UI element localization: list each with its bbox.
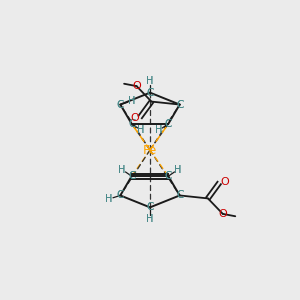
Text: Fe: Fe: [143, 143, 157, 157]
Text: C: C: [117, 190, 124, 200]
Text: H: H: [146, 76, 154, 86]
Text: H: H: [118, 165, 126, 175]
Text: C: C: [146, 202, 154, 212]
Text: C: C: [146, 88, 154, 98]
Text: C: C: [165, 171, 172, 181]
Text: O: O: [220, 177, 229, 187]
Text: C: C: [128, 171, 135, 181]
Text: H: H: [146, 214, 154, 224]
Text: C: C: [176, 100, 183, 110]
Text: C: C: [146, 88, 154, 98]
Text: H: H: [146, 76, 154, 86]
Text: C: C: [117, 100, 124, 110]
Text: H: H: [137, 125, 145, 135]
Text: C: C: [117, 100, 124, 110]
Text: C: C: [165, 119, 172, 129]
Text: O: O: [130, 113, 139, 123]
Text: C: C: [117, 190, 124, 200]
Text: O: O: [132, 81, 141, 91]
Text: H: H: [155, 125, 163, 135]
Text: C: C: [128, 171, 135, 181]
Text: H: H: [155, 125, 163, 135]
Text: O: O: [219, 209, 227, 219]
Text: C: C: [176, 100, 183, 110]
Text: C: C: [176, 190, 183, 200]
Text: C: C: [146, 202, 154, 212]
Text: H: H: [128, 96, 135, 106]
Text: C: C: [165, 171, 172, 181]
Text: H: H: [105, 194, 113, 204]
Text: H: H: [137, 125, 145, 135]
Text: H: H: [146, 214, 154, 224]
Text: H: H: [105, 194, 113, 204]
Text: C: C: [176, 190, 183, 200]
Text: H: H: [174, 165, 182, 175]
Text: C: C: [128, 119, 135, 129]
Text: C: C: [128, 119, 135, 129]
Text: C: C: [165, 119, 172, 129]
Text: H: H: [118, 165, 126, 175]
Text: H: H: [174, 165, 182, 175]
Text: H: H: [128, 96, 135, 106]
